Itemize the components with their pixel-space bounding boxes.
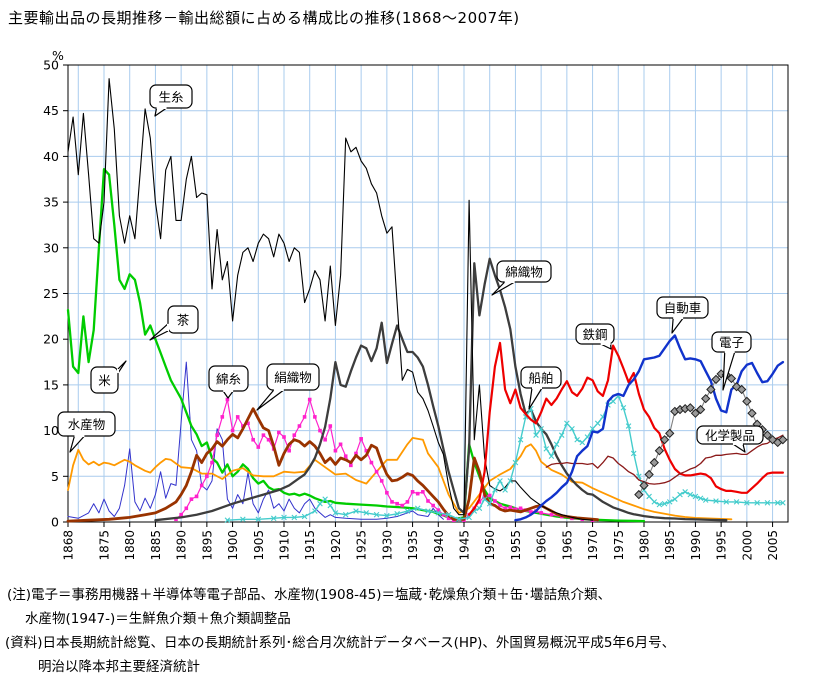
svg-text:1868: 1868 bbox=[62, 530, 76, 561]
callout-水産物: 水産物 bbox=[57, 411, 116, 453]
callout-綿糸: 綿糸 bbox=[208, 365, 249, 399]
callout-船舶: 船舶 bbox=[520, 366, 562, 410]
callout-label-米: 米 bbox=[98, 373, 111, 388]
axis-ticks bbox=[63, 64, 774, 527]
callout-label-茶: 茶 bbox=[177, 313, 190, 328]
svg-text:1950: 1950 bbox=[483, 530, 497, 561]
svg-text:1910: 1910 bbox=[278, 530, 292, 561]
svg-text:1945: 1945 bbox=[458, 530, 472, 561]
callout-label-化学製品: 化学製品 bbox=[705, 428, 755, 443]
series-電子 bbox=[634, 369, 788, 500]
x-axis-labels: 1868 1875 1880 1885 1890 1895 1900 1905 1910 1915… bbox=[62, 530, 781, 561]
callout-label-綿織物: 綿織物 bbox=[505, 265, 543, 280]
svg-text:50: 50 bbox=[43, 58, 59, 73]
callout-茶: 茶 bbox=[149, 305, 199, 341]
y-axis-labels: 0 5 10 15 20 25 30 35 40 45 50 bbox=[43, 58, 59, 530]
svg-text:1890: 1890 bbox=[175, 530, 189, 561]
note-line-1: (注)電子＝事務用機器＋半導体等電子部品、水産物(1908-45)＝塩蔵･乾燥魚… bbox=[7, 587, 611, 603]
source-line-1: (資料)日本長期統計総覧、日本の長期統計系列･総合月次統計データベース(HP)、… bbox=[5, 635, 676, 651]
series-船舶 bbox=[224, 393, 786, 523]
callout-label-綿糸: 綿糸 bbox=[216, 372, 241, 387]
callout-電子: 電子 bbox=[711, 331, 752, 391]
callout-自動車: 自動車 bbox=[656, 296, 709, 334]
svg-text:30: 30 bbox=[43, 240, 59, 255]
svg-text:1930: 1930 bbox=[380, 530, 394, 561]
series-米 bbox=[67, 361, 444, 520]
svg-text:2000: 2000 bbox=[740, 530, 754, 561]
svg-text:10: 10 bbox=[43, 423, 59, 438]
series-水産物 bbox=[67, 436, 733, 521]
svg-text:1940: 1940 bbox=[432, 530, 446, 561]
chart-notes: (注)電子＝事務用機器＋半導体等電子部品、水産物(1908-45)＝塩蔵･乾燥魚… bbox=[0, 583, 675, 675]
callout-絹織物: 絹織物 bbox=[256, 363, 320, 411]
series-生糸 bbox=[67, 78, 594, 521]
callout-化学製品: 化学製品 bbox=[696, 425, 764, 453]
svg-text:0: 0 bbox=[51, 515, 59, 530]
note-line-2: 水産物(1947-)＝生鮮魚介類＋魚介類調整品 bbox=[25, 611, 291, 627]
svg-text:2005: 2005 bbox=[766, 530, 780, 561]
svg-text:1960: 1960 bbox=[535, 530, 549, 561]
svg-text:1965: 1965 bbox=[560, 530, 574, 561]
y-axis-unit-label: % bbox=[52, 48, 64, 63]
callout-綿織物: 綿織物 bbox=[491, 260, 552, 296]
callout-label-絹織物: 絹織物 bbox=[274, 370, 312, 385]
callout-生糸: 生糸 bbox=[149, 84, 193, 117]
gridlines bbox=[68, 65, 788, 522]
svg-text:20: 20 bbox=[43, 332, 59, 347]
svg-text:1995: 1995 bbox=[715, 530, 729, 561]
svg-text:1875: 1875 bbox=[98, 530, 112, 561]
svg-text:1925: 1925 bbox=[355, 530, 369, 561]
callout-label-鉄鋼: 鉄鋼 bbox=[582, 327, 607, 342]
svg-text:1970: 1970 bbox=[586, 530, 600, 561]
svg-text:1985: 1985 bbox=[663, 530, 677, 561]
svg-text:5: 5 bbox=[51, 469, 59, 484]
svg-text:45: 45 bbox=[43, 103, 59, 118]
series-綿織物 bbox=[154, 257, 728, 522]
svg-text:1900: 1900 bbox=[226, 530, 240, 561]
series-鉄鋼 bbox=[468, 341, 785, 516]
callout-米: 米 bbox=[90, 360, 127, 394]
series-自動車 bbox=[514, 334, 785, 522]
svg-text:1895: 1895 bbox=[200, 530, 214, 561]
callout-label-船舶: 船舶 bbox=[528, 371, 553, 386]
svg-text:25: 25 bbox=[43, 286, 59, 301]
svg-text:40: 40 bbox=[43, 149, 59, 164]
svg-text:15: 15 bbox=[43, 377, 59, 392]
series-化学製品 bbox=[545, 434, 784, 485]
callout-鉄鋼: 鉄鋼 bbox=[575, 323, 615, 350]
svg-text:1955: 1955 bbox=[509, 530, 523, 561]
svg-text:1990: 1990 bbox=[689, 530, 703, 561]
svg-text:1980: 1980 bbox=[638, 530, 652, 561]
chart-title: 主要輸出品の長期推移－輸出総額に占める構成比の推移(1868～2007年) bbox=[8, 9, 520, 27]
source-line-2: 明治以降本邦主要経済統計 bbox=[38, 659, 200, 675]
export-share-line-chart: 0 5 10 15 20 25 30 35 40 45 50% 1868 1875 1880 1885 189… bbox=[43, 48, 789, 561]
svg-text:1935: 1935 bbox=[406, 530, 420, 561]
svg-text:1915: 1915 bbox=[303, 530, 317, 561]
svg-text:1880: 1880 bbox=[123, 530, 137, 561]
svg-text:35: 35 bbox=[43, 195, 59, 210]
callout-label-生糸: 生糸 bbox=[158, 90, 183, 105]
svg-text:1920: 1920 bbox=[329, 530, 343, 561]
svg-text:1885: 1885 bbox=[149, 530, 163, 561]
series-絹織物 bbox=[66, 407, 600, 523]
callout-label-水産物: 水産物 bbox=[68, 417, 106, 432]
callout-label-自動車: 自動車 bbox=[664, 301, 702, 316]
svg-text:1905: 1905 bbox=[252, 530, 266, 561]
svg-text:1975: 1975 bbox=[612, 530, 626, 561]
callout-label-電子: 電子 bbox=[719, 335, 744, 350]
